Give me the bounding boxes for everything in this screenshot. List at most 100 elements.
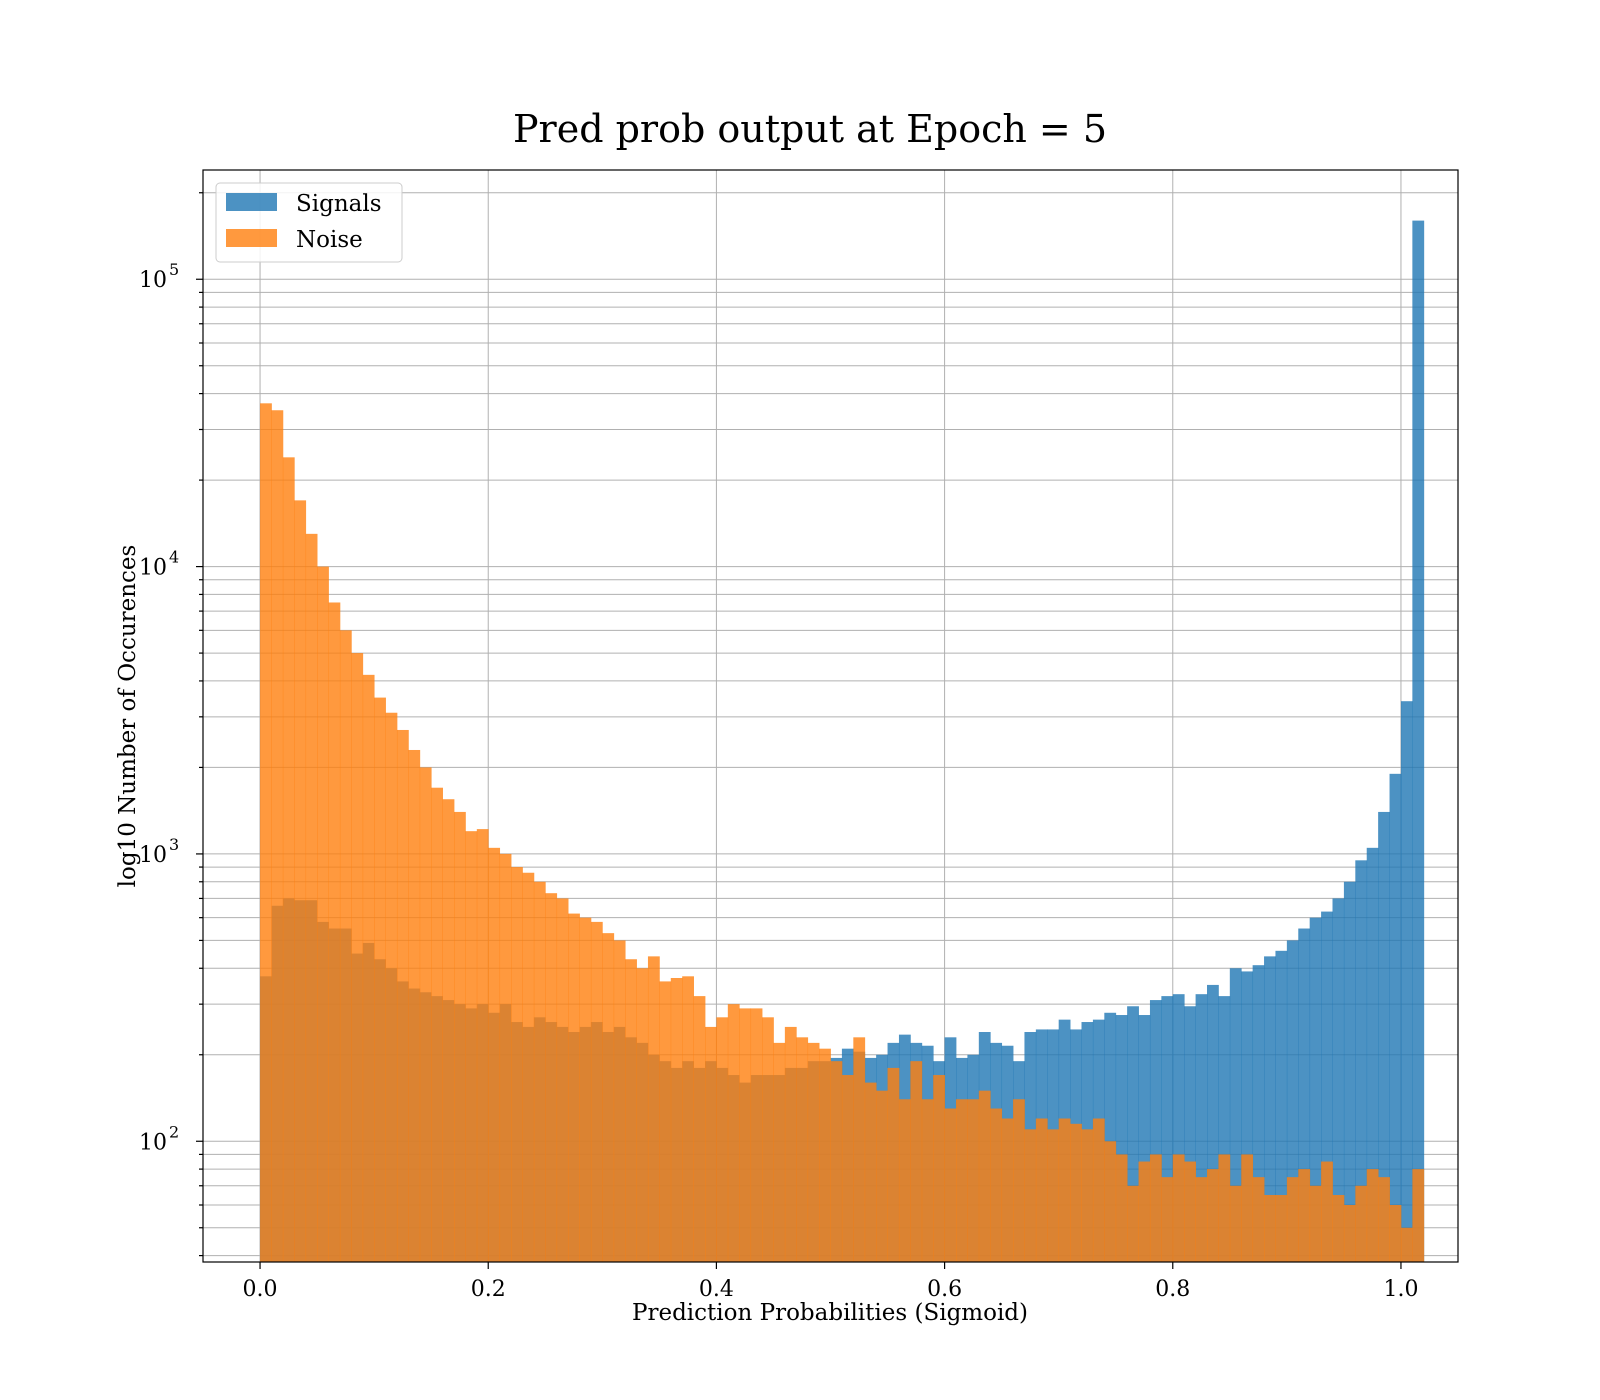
signals-bar [1207,984,1219,1262]
noise-bar [910,1061,923,1262]
noise-bar [454,811,466,1262]
noise-bar [1149,1154,1162,1262]
noise-bar [1001,1118,1014,1262]
noise-bar [419,767,432,1262]
noise-bar [1172,1154,1185,1262]
noise-bar [579,917,592,1262]
noise-bar [762,1017,774,1262]
signals-bar [1252,965,1265,1262]
noise-bar [1218,1154,1231,1262]
noise-bar [533,881,546,1262]
noise-bar [647,956,660,1262]
signals-bar [1115,1015,1128,1262]
noise-bar [1366,1169,1379,1262]
noise-bar [864,1082,877,1262]
noise-bar [1400,1227,1413,1262]
signals-bar [1298,928,1311,1262]
y-tick-exponent: 2 [169,1122,179,1141]
signals-bar [1138,1015,1151,1262]
legend-swatch-noise [226,229,277,247]
noise-bar [408,749,421,1262]
legend-swatch-signals [226,193,277,211]
signals-bar [1355,860,1368,1262]
noise-bar [796,1037,809,1262]
noise-bar [282,457,295,1263]
x-tick-label: 0.4 [699,1277,734,1302]
noise-bar [442,799,455,1262]
noise-bar [396,729,409,1262]
signals-bar [1309,917,1322,1262]
noise-bar [556,898,569,1262]
noise-bar [1241,1154,1254,1262]
noise-bar [876,1090,888,1262]
noise-bar [1127,1185,1139,1262]
signals-bar [1161,996,1174,1262]
signals-bar [1184,1006,1196,1262]
noise-bar [1070,1123,1082,1262]
noise-bar [465,831,478,1262]
noise-bar [431,787,443,1262]
noise-bar [1389,1205,1402,1262]
x-tick-label: 0.8 [1155,1277,1190,1302]
noise-bar [990,1108,1003,1262]
noise-bar [727,1004,740,1262]
noise-bar [339,630,352,1262]
noise-bar [1058,1118,1071,1262]
signals-bar [1229,968,1242,1262]
signals-bar [1104,1012,1117,1262]
legend-label-noise: Noise [296,227,363,253]
noise-bar [841,1075,854,1262]
legend: Signals Noise [215,182,403,263]
noise-bar [819,1048,831,1262]
signals-bar [1400,701,1413,1262]
noise-bar [1195,1177,1208,1262]
noise-bar [260,403,272,1262]
noise-bar [1161,1177,1174,1262]
signals-bar [1286,940,1299,1262]
noise-bar [511,867,523,1262]
x-tick-label: 0.6 [927,1277,962,1302]
signals-bar [1412,220,1425,1262]
noise-bar [1412,1169,1425,1262]
signals-bar [1366,847,1379,1262]
noise-bar [305,533,318,1262]
noise-bar [1092,1118,1105,1262]
noise-bar [956,1099,968,1262]
signals-bar [1378,811,1390,1262]
noise-bar [659,981,672,1262]
signals-bar [1172,994,1185,1262]
noise-bar [1035,1118,1048,1262]
noise-bar [1104,1141,1117,1262]
noise-bar [693,996,706,1262]
signals-bar [1343,881,1356,1262]
noise-bar [807,1042,820,1262]
chart-title: Pred prob output at Epoch = 5 [513,107,1107,151]
y-tick-label: 10 [139,843,167,868]
y-tick-exponent: 3 [169,835,179,854]
noise-bar [898,1099,911,1262]
noise-bar [1047,1129,1060,1262]
noise-bar [978,1090,991,1262]
y-tick-label: 10 [139,556,167,581]
noise-bar [784,1026,797,1262]
noise-bar [545,893,558,1262]
noise-bar [1286,1177,1299,1262]
signals-bar [1195,994,1208,1262]
noise-bar [1138,1161,1151,1262]
noise-bar [944,1108,957,1262]
noise-bar [750,1008,763,1262]
noise-bar [853,1037,866,1262]
noise-bar [1081,1129,1094,1262]
noise-bar [590,921,603,1262]
signals-bar [1127,1006,1139,1262]
noise-bar [317,566,329,1262]
noise-bar [773,1042,786,1262]
noise-bar [705,1026,717,1262]
signals-bar [1321,911,1333,1262]
noise-bar [830,1061,843,1262]
signals-bar [1332,898,1345,1262]
noise-bar [1355,1185,1368,1262]
noise-bar [716,1017,729,1262]
